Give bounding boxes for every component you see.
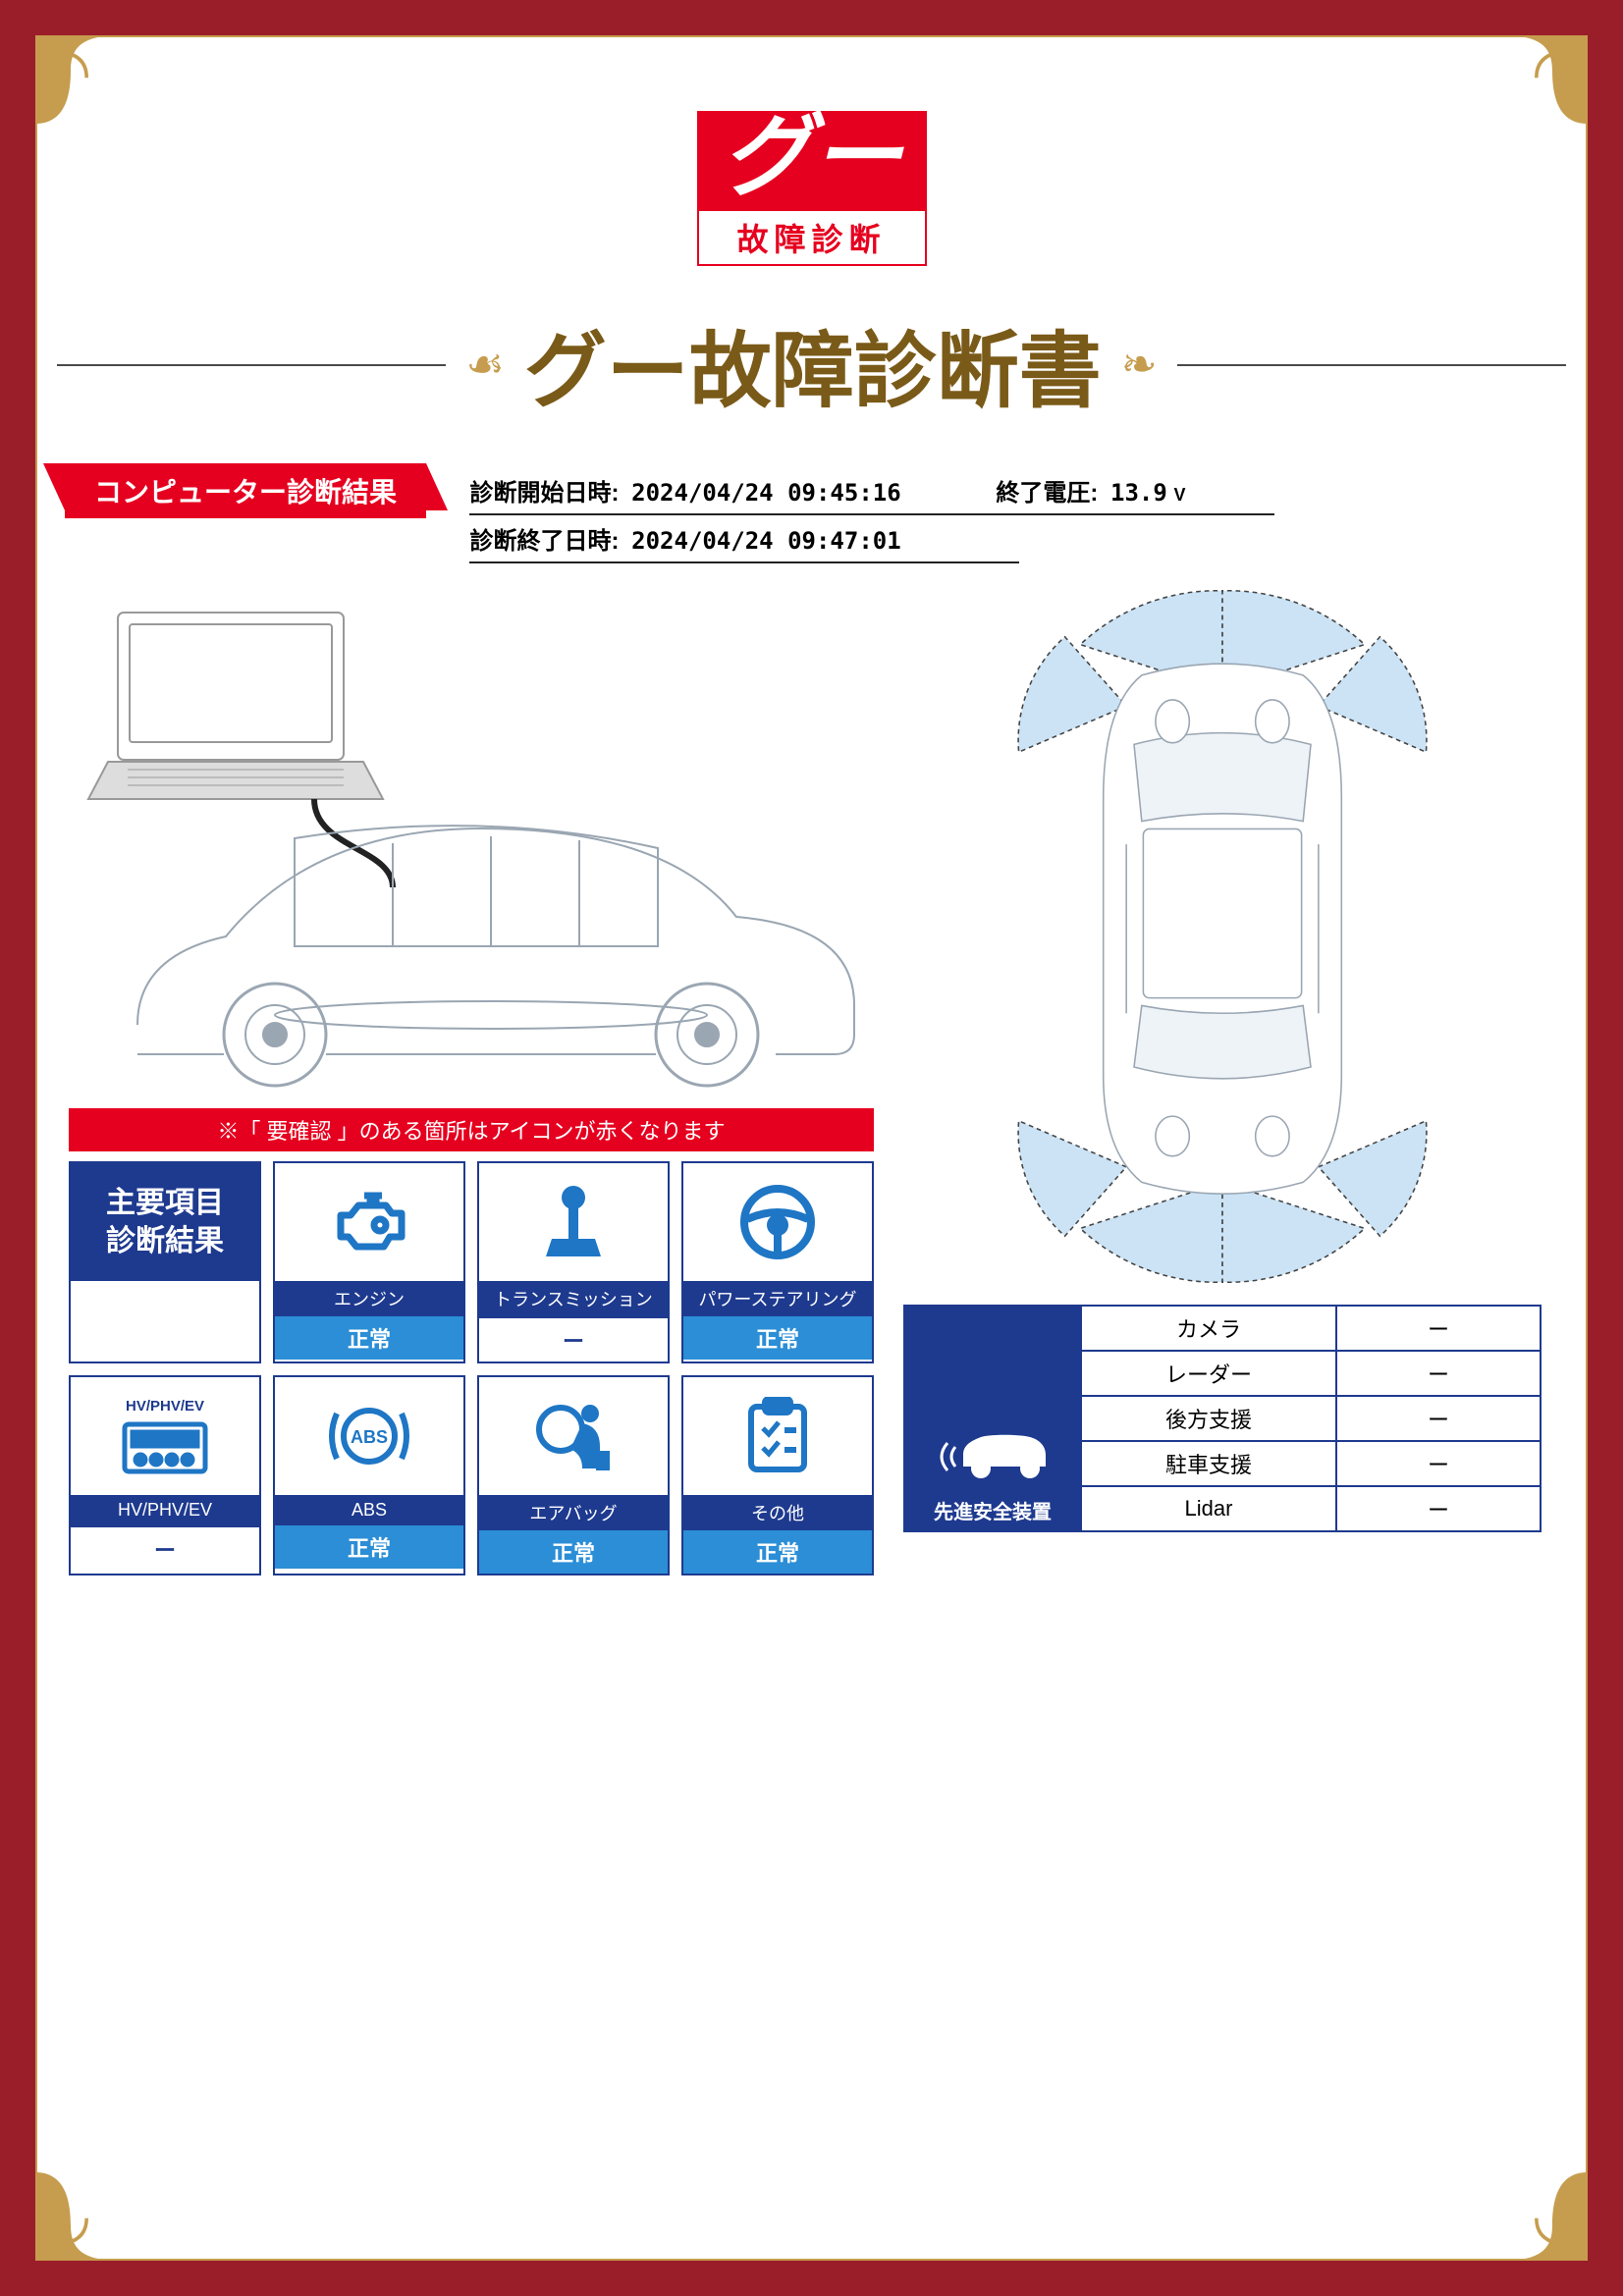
- engine-status: 正常: [275, 1316, 463, 1360]
- corner-ornament-icon: [35, 35, 124, 124]
- airbag-status: 正常: [479, 1530, 668, 1574]
- flourish-icon: ☙: [465, 340, 504, 390]
- document-title: グー故障診断書: [524, 305, 1102, 424]
- transmission-name: トランスミッション: [479, 1281, 668, 1316]
- end-time-value: 2024/04/24 09:47:01: [631, 527, 901, 555]
- engine-icon: [275, 1163, 463, 1281]
- airbag-name: エアバッグ: [479, 1495, 668, 1530]
- safety-row-label: 後方支援: [1081, 1396, 1336, 1441]
- safety-row-value: ー: [1336, 1306, 1541, 1351]
- abs-name: ABS: [275, 1495, 463, 1525]
- abs-card: ABS ABS 正常: [273, 1375, 465, 1575]
- safety-row-label: Lidar: [1081, 1486, 1336, 1531]
- engine-card: エンジン 正常: [273, 1161, 465, 1363]
- abs-status: 正常: [275, 1525, 463, 1569]
- safety-row-value: ー: [1336, 1351, 1541, 1396]
- left-diagram-column: ※「 要確認 」のある箇所はアイコンが赤くなります 主要項目 診断結果 エンジン: [69, 583, 874, 1575]
- voltage-label: 終了電圧:: [996, 480, 1098, 507]
- section-banner: コンピューター診断結果: [65, 463, 426, 518]
- document-title-row: ☙ グー故障診断書 ❧: [57, 305, 1566, 424]
- powersteering-card: パワーステアリング 正常: [681, 1161, 874, 1363]
- laptop-car-diagram-icon: [69, 583, 874, 1094]
- certificate-inner: グー 故障診断 ☙ グー故障診断書 ❧ コンピューター診断結果 診断開始日時: …: [35, 35, 1588, 2261]
- steering-wheel-icon: [683, 1163, 872, 1281]
- end-time-label: 診断終了日時:: [469, 528, 619, 555]
- transmission-card: トランスミッション ー: [477, 1161, 670, 1363]
- start-time-value: 2024/04/24 09:45:16: [631, 479, 901, 507]
- abs-icon: ABS: [275, 1377, 463, 1495]
- safety-row-label: カメラ: [1081, 1306, 1336, 1351]
- car-sensor-icon: [934, 1408, 1052, 1486]
- hv-name: HV/PHV/EV: [71, 1495, 259, 1525]
- safety-row-value: ー: [1336, 1441, 1541, 1486]
- right-diagram-column: 先進安全装置 カメラ ー レーダーー 後方支援ー 駐車支援ー Lidarー: [903, 583, 1542, 1575]
- safety-header: 先進安全装置: [921, 1496, 1064, 1524]
- transmission-icon: [479, 1163, 668, 1281]
- voltage-value: 13.9: [1110, 479, 1167, 507]
- certificate-outer-border: グー 故障診断 ☙ グー故障診断書 ❧ コンピューター診断結果 診断開始日時: …: [0, 0, 1623, 2296]
- voltage-unit: V: [1174, 485, 1186, 505]
- transmission-status: ー: [479, 1316, 668, 1362]
- airbag-icon: [479, 1377, 668, 1495]
- main-card-line2: 診断結果: [106, 1222, 224, 1260]
- battery-ecu-icon: [121, 1420, 209, 1475]
- other-card: その他 正常: [681, 1375, 874, 1575]
- brand-logo: グー 故障診断: [57, 111, 1566, 266]
- corner-ornament-icon: [1499, 35, 1588, 124]
- icon-note: ※「 要確認 」のある箇所はアイコンが赤くなります: [69, 1108, 874, 1151]
- safety-row-value: ー: [1336, 1396, 1541, 1441]
- start-time-label: 診断開始日時:: [469, 480, 619, 507]
- powersteering-status: 正常: [683, 1316, 872, 1360]
- car-topview-sensor-icon: [903, 583, 1542, 1290]
- hv-status: ー: [71, 1525, 259, 1571]
- safety-row-label: 駐車支援: [1081, 1441, 1336, 1486]
- hv-top-label: HV/PHV/EV: [126, 1398, 204, 1415]
- other-status: 正常: [683, 1530, 872, 1574]
- safety-row-label: レーダー: [1081, 1351, 1336, 1396]
- other-name: その他: [683, 1495, 872, 1530]
- safety-equipment-table: 先進安全装置 カメラ ー レーダーー 後方支援ー 駐車支援ー Lidarー: [903, 1305, 1542, 1532]
- corner-ornament-icon: [35, 2172, 124, 2261]
- main-card-line1: 主要項目: [106, 1184, 224, 1222]
- corner-ornament-icon: [1499, 2172, 1588, 2261]
- engine-name: エンジン: [275, 1281, 463, 1316]
- diagnostic-meta: 診断開始日時: 2024/04/24 09:45:16 終了電圧: 13.9 V…: [469, 467, 1274, 563]
- powersteering-name: パワーステアリング: [683, 1281, 872, 1316]
- hv-card: HV/PHV/EV HV/PHV/EV ー: [69, 1375, 261, 1575]
- main-items-card: 主要項目 診断結果: [69, 1161, 261, 1363]
- flourish-icon: ❧: [1121, 340, 1158, 390]
- brand-logo-text: グー: [699, 113, 925, 211]
- clipboard-icon: [683, 1377, 872, 1495]
- brand-logo-subtext: 故障診断: [699, 211, 925, 264]
- safety-row-value: ー: [1336, 1486, 1541, 1531]
- svg-text:ABS: ABS: [351, 1427, 388, 1447]
- diagnostic-icon-grid: 主要項目 診断結果 エンジン 正常: [69, 1161, 874, 1575]
- airbag-card: エアバッグ 正常: [477, 1375, 670, 1575]
